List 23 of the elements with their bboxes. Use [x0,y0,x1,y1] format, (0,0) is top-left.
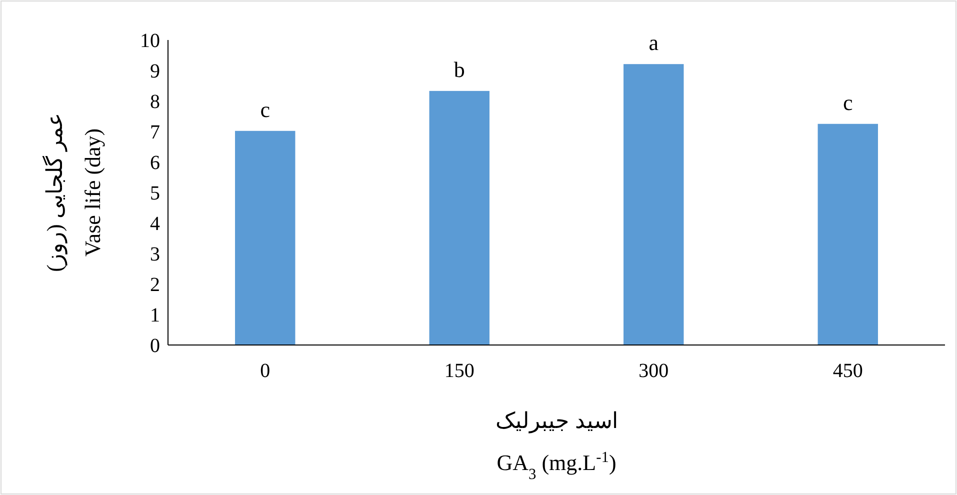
annotation: c [260,96,270,122]
bar [429,90,490,345]
y-tick-label: 4 [150,213,160,235]
x-tick-label: 450 [832,360,863,382]
y-tick-label: 7 [150,122,160,144]
bar [235,130,296,345]
y-tick-label: 1 [150,304,160,326]
y-tick-label: 5 [150,182,160,204]
y-tick-label: 9 [150,60,160,82]
x-tick-label: 0 [260,360,270,382]
x-tick-label: 300 [638,360,669,382]
bar [818,124,878,345]
y-tick-label: 6 [150,152,160,174]
y-tick-label: 3 [150,244,160,266]
bar [624,64,684,345]
y-tick-label: 0 [150,335,160,357]
annotation: b [454,56,465,82]
y-tick-label: 8 [150,91,160,113]
annotation: c [842,90,853,115]
y-tick-label: 2 [150,274,160,296]
y-tick-label: 10 [140,30,160,52]
x-tick-label: 150 [444,360,474,382]
annotation: a [648,30,659,56]
